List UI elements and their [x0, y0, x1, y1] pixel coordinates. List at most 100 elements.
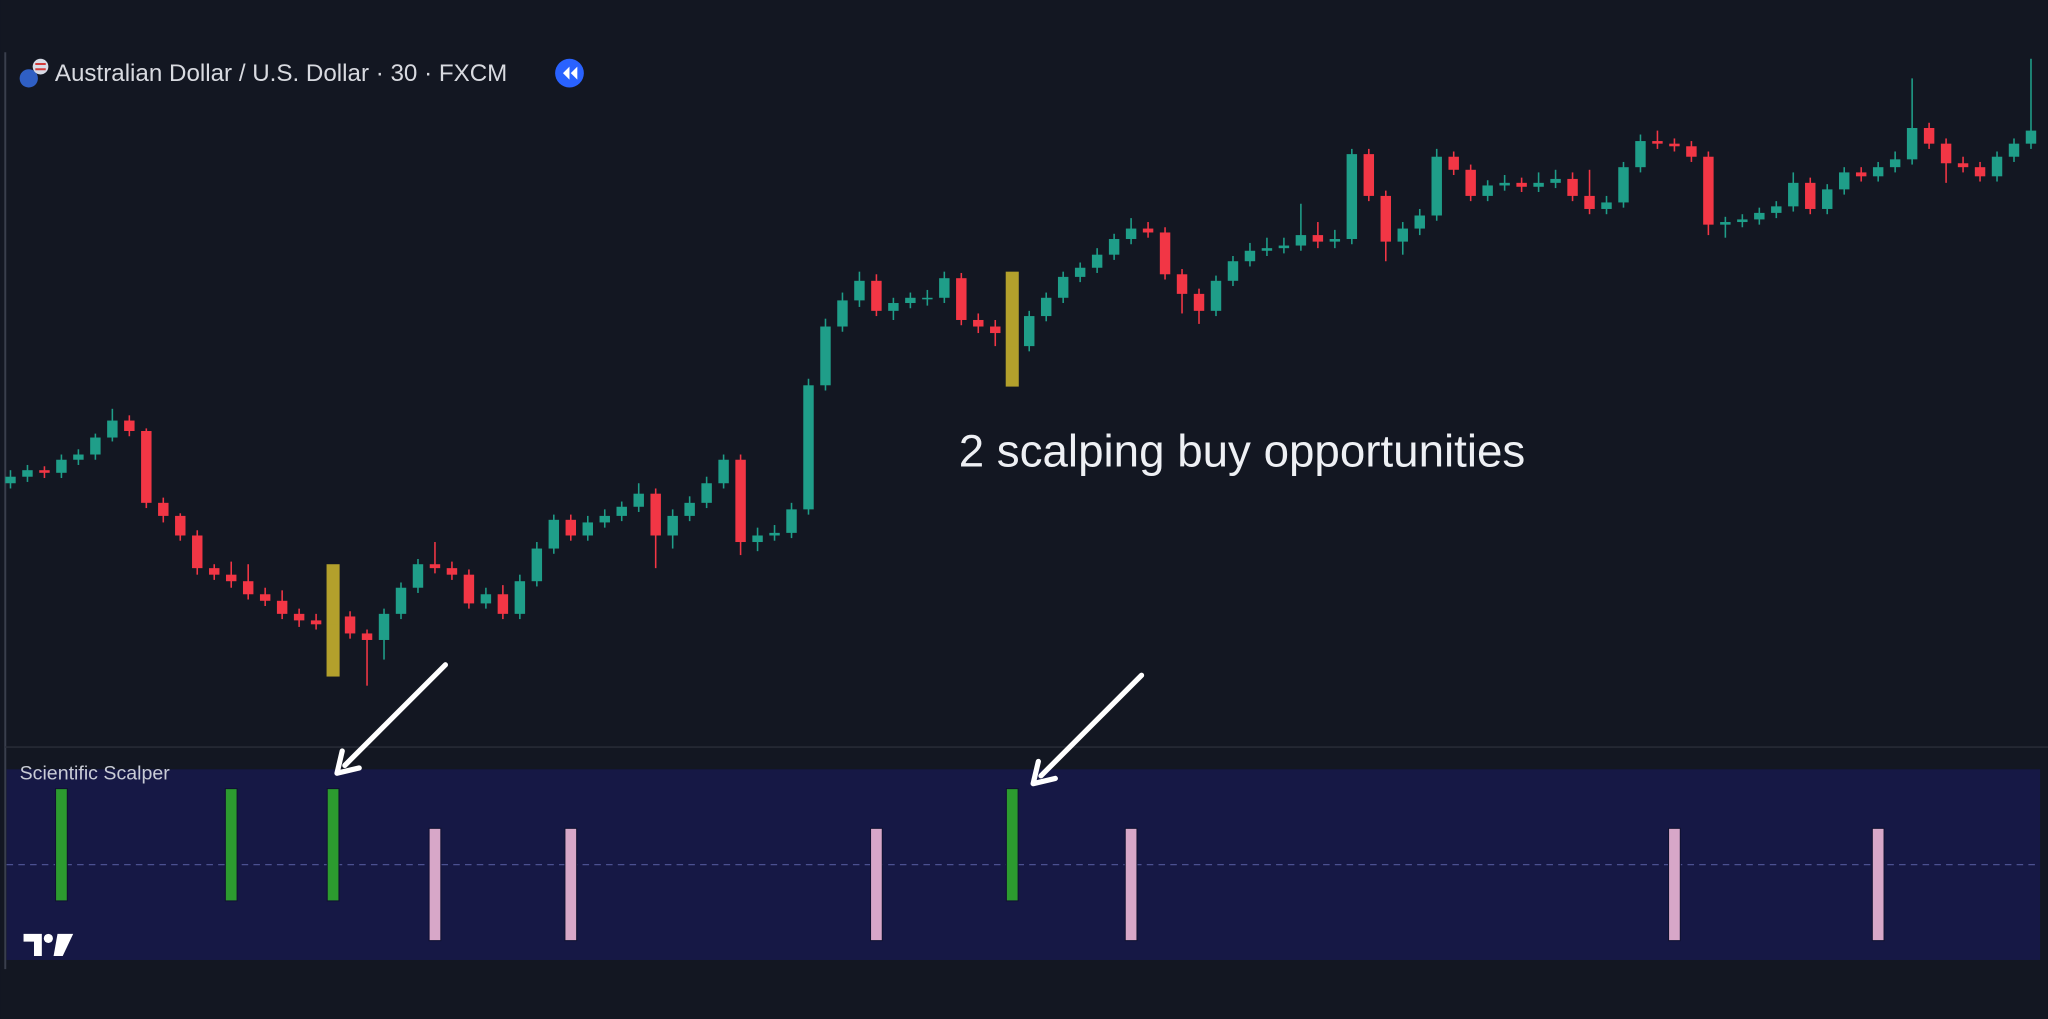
candle-body — [667, 515, 678, 536]
candle-body — [1040, 297, 1052, 317]
candle-body — [90, 437, 101, 455]
candle-body — [497, 594, 509, 614]
candle-body — [1414, 215, 1425, 229]
candle-body — [2008, 143, 2020, 157]
candle-body — [1227, 261, 1239, 281]
candle-body — [1652, 141, 1663, 144]
candle-body — [1244, 250, 1256, 262]
candle-body — [956, 278, 967, 320]
candle-body — [803, 385, 814, 510]
symbol-icon — [19, 58, 49, 88]
candle-body — [327, 616, 339, 625]
candle-body — [1822, 189, 1833, 209]
candle-body — [1855, 172, 1867, 177]
candle-body — [1974, 167, 1986, 177]
candle-body — [1176, 274, 1188, 294]
candle-body — [1771, 206, 1782, 213]
candle-body — [1074, 267, 1086, 277]
candle-body — [1448, 156, 1459, 170]
candle-body — [276, 600, 288, 614]
candle-body — [854, 280, 865, 301]
candle-body — [514, 581, 526, 614]
candle-body — [582, 522, 593, 536]
candle-body — [1906, 127, 1918, 160]
candle-body — [2025, 130, 2037, 144]
candle-body — [480, 594, 492, 604]
candle-body — [735, 459, 746, 543]
candle-body — [1737, 219, 1748, 223]
candle-body — [1329, 239, 1341, 242]
candle-body — [1057, 276, 1069, 298]
candle-body — [22, 470, 33, 477]
sell-signal-bar — [564, 827, 578, 942]
candle-body — [1363, 154, 1375, 196]
buy-signal-bar — [224, 788, 238, 902]
candle-body — [1754, 212, 1765, 220]
candle-body — [1465, 169, 1476, 196]
sell-signal-bar — [1871, 827, 1885, 942]
candle-body — [1872, 167, 1884, 177]
candle-body — [1108, 239, 1120, 255]
candle-body — [1142, 228, 1154, 233]
candle-body — [1312, 235, 1324, 242]
candle-body — [650, 493, 661, 536]
candle-body — [1295, 235, 1307, 246]
candle-body — [616, 506, 627, 516]
candle-body — [752, 535, 763, 543]
candle-body — [1397, 228, 1408, 242]
candle-body — [1940, 143, 1952, 164]
candle-body — [1007, 333, 1018, 347]
candle-body — [1380, 195, 1392, 242]
candle-body — [175, 515, 186, 536]
candle-body — [1584, 195, 1595, 209]
candle-body — [1889, 159, 1901, 168]
candle-body — [361, 633, 373, 640]
buy-signal-bar — [55, 788, 68, 902]
candle-body — [446, 568, 458, 575]
candle-body — [73, 454, 84, 460]
annotation: 2 scalping buy opportunities — [959, 426, 1526, 477]
sell-signal-bar — [428, 827, 442, 942]
candle-body — [1720, 222, 1731, 225]
candle-body — [124, 420, 135, 432]
candle-body — [820, 326, 831, 386]
candle-body — [310, 620, 322, 625]
candle-body — [905, 297, 916, 304]
candle-body — [786, 509, 797, 533]
sell-signal-bar — [1668, 827, 1681, 942]
candle-body — [1431, 156, 1442, 216]
indicator-bars — [55, 788, 1885, 942]
candle-body — [888, 303, 899, 311]
candle-body — [565, 519, 577, 536]
candle-body — [1278, 245, 1290, 249]
arrows — [334, 662, 1145, 787]
candle-body — [1024, 316, 1035, 347]
candle-body — [209, 568, 220, 575]
candle-body — [1346, 154, 1358, 240]
candle-body — [1210, 280, 1222, 311]
candle-body — [107, 420, 118, 438]
candle-body — [1159, 232, 1171, 275]
candle-body — [1091, 254, 1103, 268]
candle-body — [395, 587, 407, 614]
candle-body — [1567, 178, 1578, 196]
highlight-candle — [1005, 271, 1019, 387]
candle-body — [56, 459, 67, 473]
candle-body — [1125, 228, 1137, 240]
candle-body — [973, 319, 984, 327]
candles — [5, 58, 2037, 686]
candle-body — [701, 483, 712, 503]
candle-body — [633, 493, 644, 507]
candle-body — [837, 300, 848, 327]
candle-body — [225, 574, 237, 582]
candle-body — [344, 616, 356, 634]
candle-body — [718, 459, 729, 484]
candle-body — [1261, 248, 1273, 251]
candle-body — [412, 564, 424, 588]
candle-body — [548, 519, 560, 549]
replay-button[interactable] — [555, 58, 584, 88]
candle-body — [599, 515, 610, 523]
candle-body — [5, 476, 16, 484]
